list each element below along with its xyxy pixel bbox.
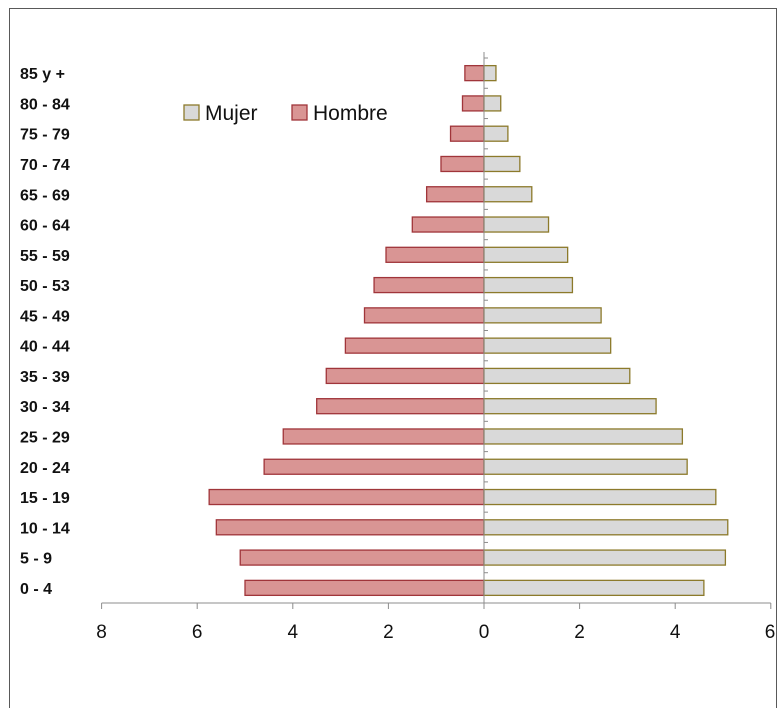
category-label: 0 - 4 (20, 581, 52, 598)
bar-hombre (263, 458, 485, 475)
bar-mujer (483, 488, 717, 506)
x-tick-label: 4 (670, 622, 681, 643)
category-label: 85 y + (20, 66, 65, 83)
category-label: 35 - 39 (20, 369, 70, 386)
bar-hombre (385, 246, 485, 263)
category-label: 80 - 84 (20, 96, 70, 113)
bar-hombre (461, 95, 485, 112)
legend-swatch-mujer (183, 104, 200, 121)
legend-label-hombre: Hombre (313, 102, 388, 125)
category-label: 70 - 74 (20, 157, 70, 174)
bar-hombre (344, 337, 485, 354)
bar-hombre (215, 519, 485, 536)
bar-mujer (483, 337, 612, 354)
x-tick-label: 2 (574, 622, 585, 643)
x-tick-label: 6 (765, 622, 776, 643)
bar-mujer (483, 125, 509, 142)
bar-mujer (483, 186, 533, 203)
bar-hombre (239, 549, 485, 566)
category-label: 10 - 14 (20, 520, 70, 537)
category-label: 75 - 79 (20, 127, 70, 144)
bar-mujer (483, 458, 688, 475)
bar-mujer (483, 307, 602, 324)
bar-hombre (208, 488, 485, 506)
x-tick-label: 8 (96, 622, 107, 643)
category-label: 15 - 19 (20, 490, 70, 507)
category-label: 45 - 49 (20, 308, 70, 325)
bar-hombre (373, 276, 485, 294)
bar-mujer (483, 428, 684, 445)
bar-hombre (449, 125, 485, 142)
bar-mujer (483, 276, 574, 294)
bar-mujer (483, 579, 705, 597)
x-tick-label: 2 (383, 622, 394, 643)
bar-hombre (282, 428, 485, 445)
bar-mujer (483, 64, 497, 82)
bar-mujer (483, 367, 631, 385)
bar-hombre (440, 155, 485, 173)
bars-group (208, 64, 729, 597)
legend-label-mujer: Mujer (205, 102, 258, 125)
x-tick-labels: 8 6 4 2 0 2 4 6 (96, 622, 775, 643)
axes-group (101, 52, 772, 609)
bar-hombre (363, 307, 485, 324)
bar-hombre (244, 579, 485, 597)
bar-mujer (483, 216, 550, 233)
bar-hombre (425, 186, 485, 203)
bar-hombre (325, 367, 485, 385)
legend-swatch-hombre (291, 104, 308, 121)
bar-mujer (483, 95, 502, 112)
category-label: 25 - 29 (20, 429, 70, 446)
category-label: 65 - 69 (20, 187, 70, 204)
category-label: 40 - 44 (20, 339, 70, 356)
legend: Mujer Hombre (183, 102, 388, 125)
bar-hombre (464, 64, 485, 82)
bar-mujer (483, 519, 729, 536)
category-labels: 0 - 4 5 - 9 10 - 14 15 - 19 20 - 24 25 - 29 30… (20, 66, 70, 598)
bar-mujer (483, 246, 569, 263)
bar-hombre (411, 216, 485, 233)
x-tick-label: 4 (288, 622, 299, 643)
category-label: 50 - 53 (20, 278, 70, 295)
category-label: 55 - 59 (20, 248, 70, 265)
x-tick-label: 0 (479, 622, 490, 643)
category-label: 20 - 24 (20, 460, 70, 477)
x-tick-label: 6 (192, 622, 203, 643)
chart-frame (9, 8, 777, 708)
category-label: 60 - 64 (20, 218, 70, 235)
bar-mujer (483, 398, 657, 415)
category-label: 5 - 9 (20, 551, 52, 568)
bar-mujer (483, 155, 521, 173)
category-label: 30 - 34 (20, 399, 70, 416)
bar-hombre (316, 398, 485, 415)
bar-mujer (483, 549, 727, 566)
